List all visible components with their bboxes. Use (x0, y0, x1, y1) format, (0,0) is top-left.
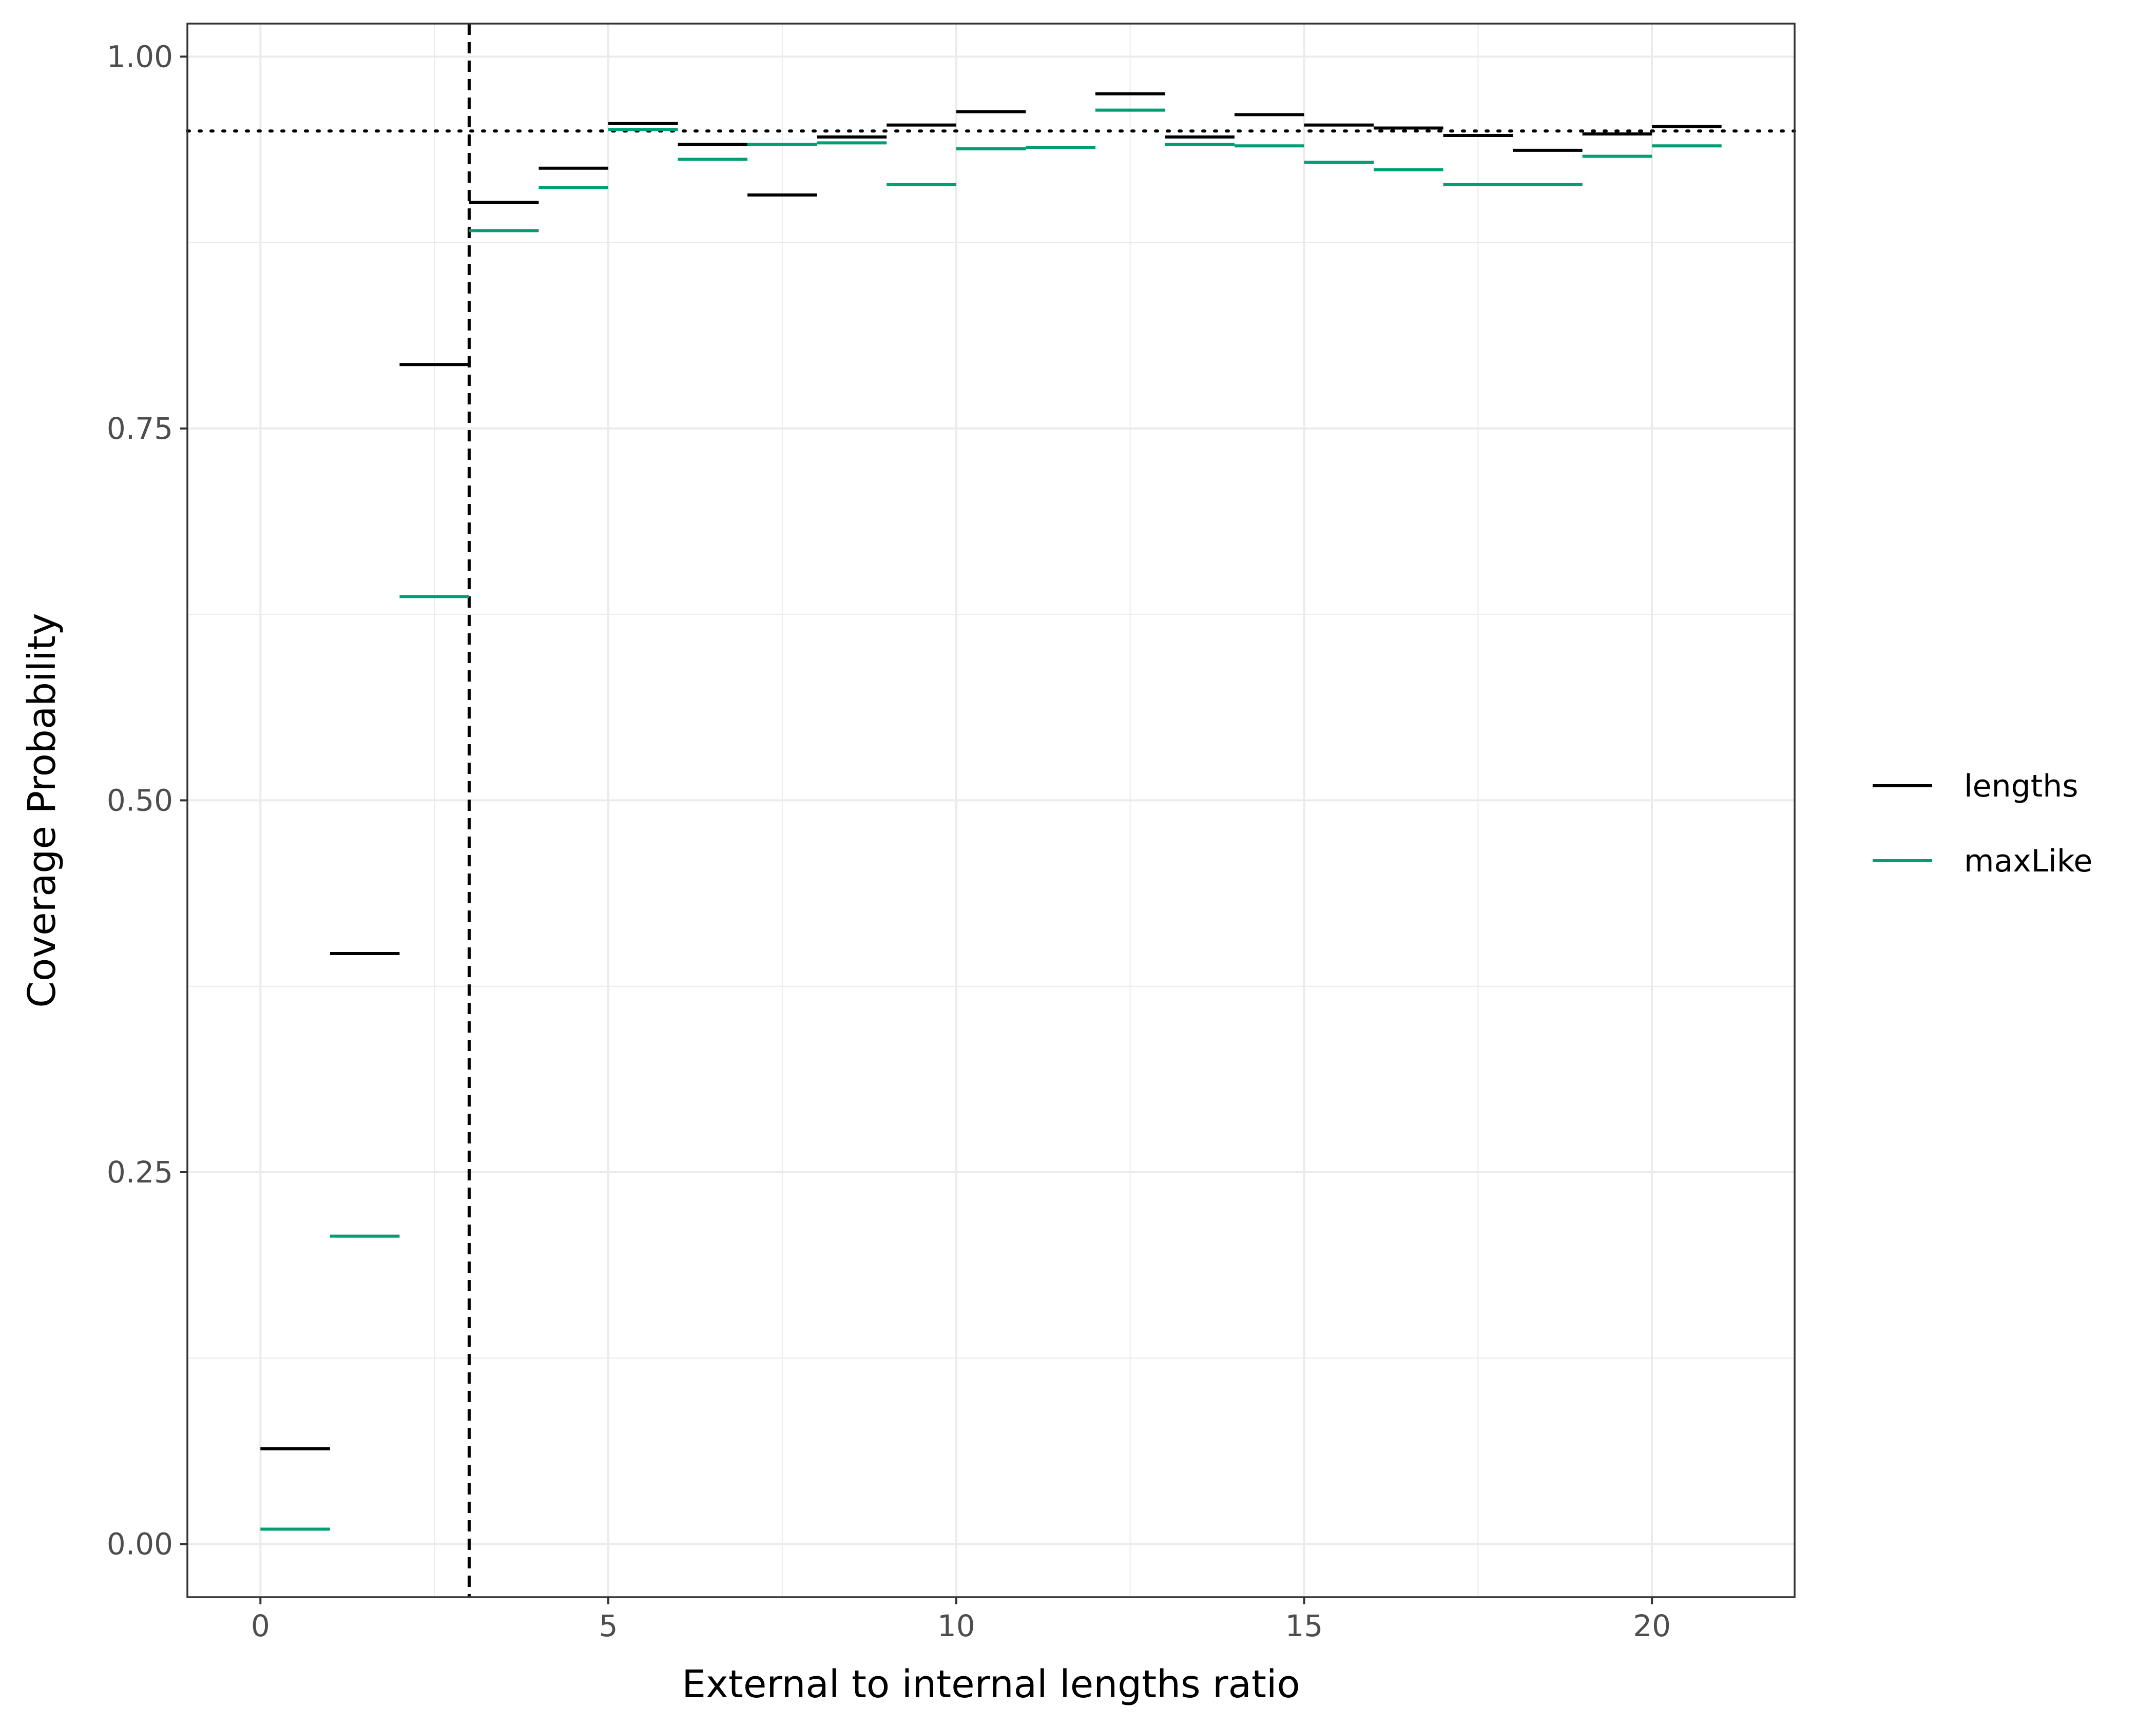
x-tick-label: 15 (1285, 1608, 1323, 1643)
x-tick-label: 10 (937, 1608, 975, 1643)
x-tick-label: 5 (599, 1608, 618, 1643)
legend-item-lengths: lengths (1873, 768, 2078, 804)
x-tick-label: 0 (251, 1608, 270, 1643)
x-axis-ticks: 0 5 10 15 20 (251, 1597, 1671, 1643)
reference-lines (186, 24, 1796, 1597)
y-tick-label: 0.00 (107, 1527, 173, 1562)
y-tick-label: 0.25 (107, 1155, 173, 1190)
x-axis-title: External to internal lengths ratio (682, 1662, 1300, 1706)
y-tick-label: 0.75 (107, 411, 173, 446)
legend: lengths maxLike (1873, 768, 2092, 879)
legend-label: maxLike (1964, 843, 2092, 879)
y-axis-ticks: 0.00 0.25 0.50 0.75 1.00 (107, 39, 187, 1562)
y-tick-label: 1.00 (107, 39, 173, 74)
legend-item-maxLike: maxLike (1873, 843, 2092, 879)
panel-border (186, 23, 1796, 1598)
series-maxLike (260, 108, 1722, 1531)
legend-label: lengths (1964, 768, 2078, 804)
y-tick-label: 0.50 (107, 783, 173, 818)
major-gridlines (187, 24, 1795, 1597)
minor-gridlines (187, 24, 1795, 1597)
x-tick-label: 20 (1633, 1608, 1671, 1643)
y-axis-title: Coverage Probability (20, 613, 64, 1007)
series-layer (260, 92, 1722, 1531)
